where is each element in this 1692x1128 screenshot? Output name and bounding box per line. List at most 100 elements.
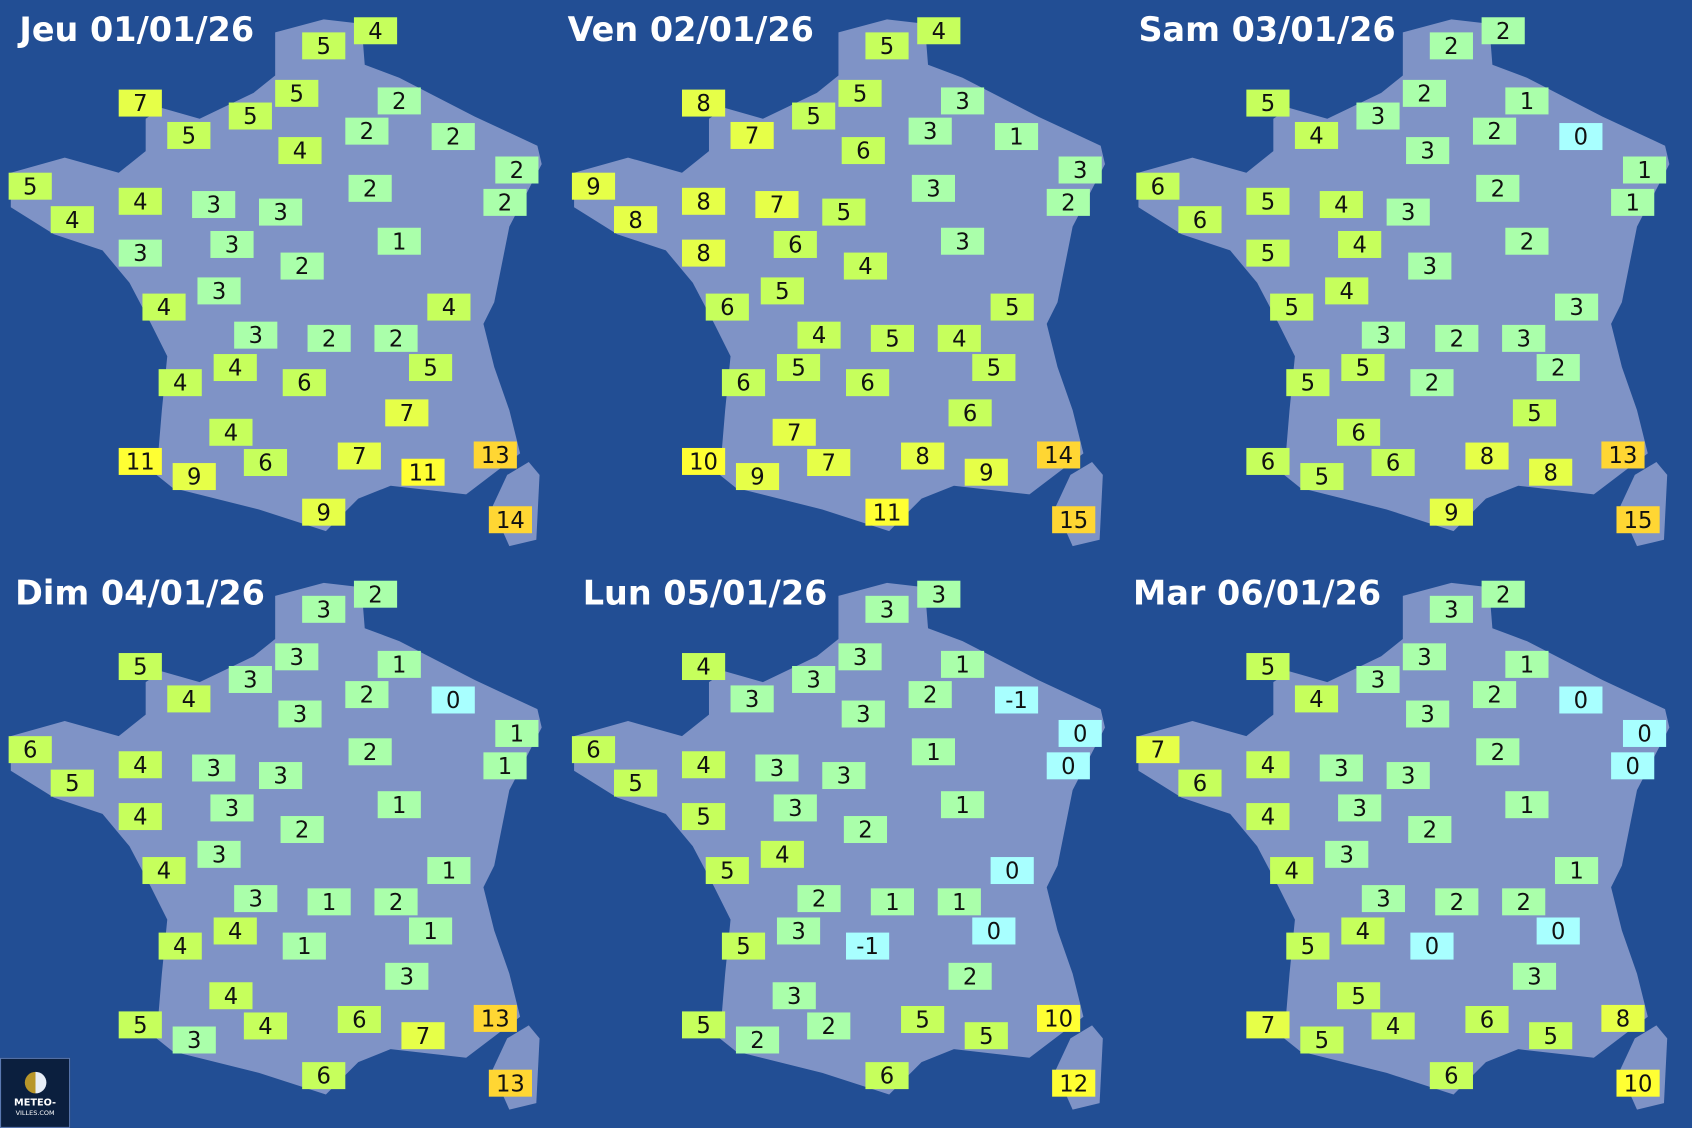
temperature-label: 2 [348,174,392,202]
temperature-label: 11 [865,498,909,526]
temperature-label: 1 [870,888,914,916]
temperature-label: 3 [776,917,821,945]
temperature-label: 1 [377,791,421,819]
temperature-label: 5 [705,857,749,885]
temperature-label: 1 [940,791,985,819]
temperature-label: 7 [1136,736,1180,764]
temperature-label: 2 [345,117,389,145]
temperature-label: 3 [1502,324,1546,352]
temperature-label: 3 [258,198,303,226]
temperature-label: 5 [1337,982,1381,1010]
temperature-label: 0 [1046,752,1090,780]
temperature-label: 7 [1246,1011,1290,1039]
temperature-label: 1 [408,917,453,945]
temperature-label: 5 [8,172,52,200]
temperature-label: 11 [401,458,445,486]
temperature-label: 1 [495,719,539,747]
temperature-label: 7 [337,442,381,470]
temperature-label: 5 [1246,187,1290,215]
temperature-label: 10 [1037,1004,1081,1032]
temperature-label: 4 [1246,751,1290,779]
day-title: Lun 05/01/26 [582,574,828,614]
temperature-label: 6 [1246,447,1290,475]
temperature-label: 4 [760,840,804,868]
temperature-label: 4 [353,17,398,45]
temperature-label: 3 [192,191,236,219]
temperature-label: 8 [614,206,658,234]
temperature-label: 6 [1178,206,1222,234]
temperature-label: 6 [571,736,616,764]
temperature-label: 2 [280,816,324,844]
temperature-label: 1 [994,123,1039,151]
temperature-label: 3 [1361,321,1405,349]
temperature-label: 6 [1178,769,1222,797]
temperature-label: 5 [1300,1026,1344,1054]
temperature-label: 5 [838,79,882,107]
corsica [492,1025,540,1110]
temperature-label: 5 [990,293,1034,321]
temperature-label: 1 [1622,156,1667,184]
temperature-label: 6 [1429,1062,1473,1090]
temperature-label: 2 [377,87,421,115]
meteo-villes-logo[interactable]: METEO- VILLES.COM [0,1057,71,1128]
temperature-label: 4 [681,653,726,681]
temperature-label: -1 [994,686,1039,714]
temperature-label: 13 [473,1004,517,1032]
temperature-label: 9 [1429,498,1473,526]
temperature-label: 3 [838,643,882,671]
temperature-label: 1 [483,752,527,780]
temperature-label: 1 [282,932,326,960]
day-title: Mar 06/01/26 [1133,574,1382,614]
temperature-label: 5 [776,354,821,382]
temperature-label: 6 [243,449,288,477]
temperature-label: 3 [278,700,322,728]
temperature-label: 2 [345,681,389,709]
temperature-label: 4 [1338,230,1382,258]
temperature-label: 6 [1465,1006,1509,1033]
temperature-label: 3 [210,230,254,258]
temperature-label: 3 [1554,293,1599,321]
temperature-label: 1 [1554,857,1599,885]
temperature-label: 7 [730,121,774,149]
temperature-label: 1 [307,888,351,916]
temperature-label: 2 [1476,174,1520,202]
temperature-label: 12 [1052,1069,1096,1097]
temperature-label: 2 [1408,816,1452,844]
temperature-label: 3 [1058,156,1102,184]
temperature-label: 2 [348,738,392,766]
map-panel-day-4: Dim 04/01/26 2 3 5 3 1 4 3 2 0 3 1 6 4 3 2 1 5 3 4 3 1 2 3 4 1 3 1 2… [0,563,563,1126]
temperature-label: 5 [870,324,914,352]
temperature-label: 5 [228,102,272,130]
temperature-label: 9 [735,463,780,491]
temperature-label: 4 [1341,917,1385,945]
temperature-label: 4 [843,252,888,280]
temperature-label: 4 [142,293,186,321]
temperature-label: 0 [1410,932,1454,960]
temperature-label: 7 [807,449,851,477]
temperature-label: 3 [1356,102,1400,130]
temperature-label: 3 [908,117,952,145]
temperature-label: 5 [1286,369,1330,397]
temperature-label: 9 [172,463,216,491]
temperature-label: 5 [681,1011,726,1039]
temperature-label: 3 [234,885,278,913]
temperature-label: 2 [280,252,324,280]
temperature-label: 7 [772,418,816,446]
temperature-label: 4 [142,857,186,885]
temperature-label: 2 [431,123,475,151]
temperature-label: -1 [846,932,890,960]
temperature-label: 6 [302,1062,346,1090]
temperature-label: 0 [1058,719,1102,747]
temperature-label: 13 [1601,441,1645,469]
temperature-label: 3 [1406,137,1450,165]
temperature-label: 5 [1300,463,1344,491]
temperature-label: 3 [822,762,866,790]
temperature-label: 4 [427,293,471,321]
temperature-label: 13 [488,1069,532,1097]
temperature-label: 5 [275,79,319,107]
temperature-label: 6 [337,1006,381,1033]
temperature-label: 5 [614,769,658,797]
temperature-label: 9 [302,498,346,526]
temperature-label: 4 [118,803,162,831]
